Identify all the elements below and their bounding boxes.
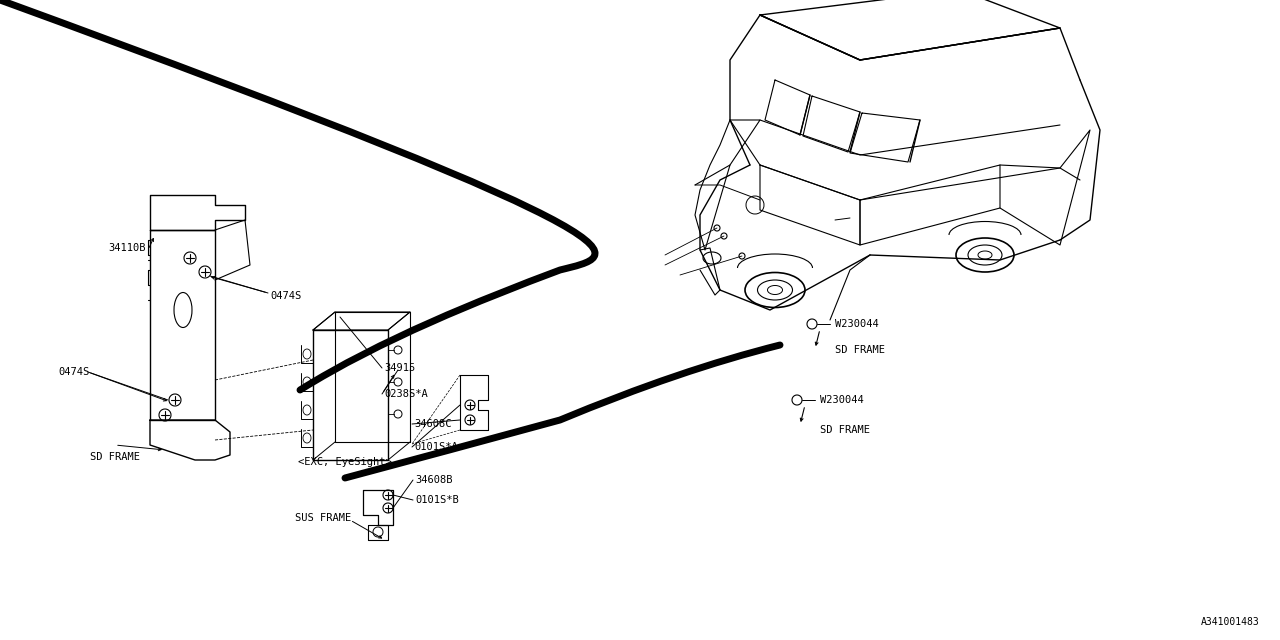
Text: W230044: W230044 — [820, 395, 864, 405]
Text: A341001483: A341001483 — [1201, 617, 1260, 627]
Text: 34110B: 34110B — [108, 243, 146, 253]
Text: W230044: W230044 — [835, 319, 879, 329]
Text: 0474S: 0474S — [270, 291, 301, 301]
Text: 34608C: 34608C — [413, 419, 452, 429]
Text: SD FRAME: SD FRAME — [835, 345, 884, 355]
Text: 0474S: 0474S — [58, 367, 90, 377]
Text: SD FRAME: SD FRAME — [820, 425, 870, 435]
Text: 0101S*A: 0101S*A — [413, 442, 458, 452]
Text: SD FRAME: SD FRAME — [90, 452, 140, 462]
Text: 0238S*A: 0238S*A — [384, 389, 428, 399]
Text: 0101S*B: 0101S*B — [415, 495, 458, 505]
Text: 34915: 34915 — [384, 363, 415, 373]
Text: SUS FRAME: SUS FRAME — [294, 513, 351, 523]
Text: 34608B: 34608B — [415, 475, 453, 485]
Text: <EXC, EyeSight>: <EXC, EyeSight> — [298, 457, 392, 467]
